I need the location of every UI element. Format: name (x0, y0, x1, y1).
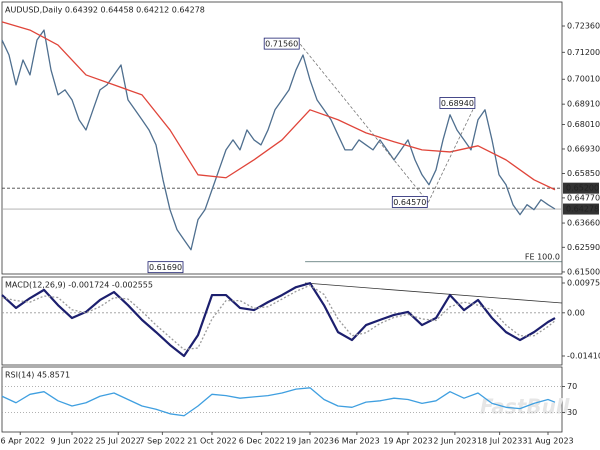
y-tick-label: 0.61500 (567, 267, 600, 276)
x-tick-label: 6 Dec 2022 (239, 437, 285, 446)
series-line (1, 29, 556, 251)
x-tick-label: 25 Jul 2022 (96, 437, 141, 446)
y-tick-label: -0.014107 (567, 351, 600, 360)
price-panel (1, 1, 563, 275)
y-tick-label: 0.62590 (567, 243, 600, 252)
x-tick-label: 7 Sep 2022 (139, 437, 185, 446)
wave-line (299, 43, 429, 203)
macd-panel (1, 276, 563, 366)
annotation-box (147, 261, 184, 274)
price-tag (563, 182, 599, 194)
series-line (1, 282, 556, 358)
rsi-panel (1, 366, 563, 433)
x-tick-label: 31 Aug 2023 (522, 437, 573, 446)
y-tick-label: 0.68010 (567, 120, 600, 129)
y-tick-label: 0.71200 (567, 48, 600, 57)
annotation-box (263, 37, 300, 50)
y-tick-label: 0.66930 (567, 144, 600, 153)
wave-line (427, 103, 477, 203)
x-tick-label: 19 Jan 2023 (286, 437, 334, 446)
y-tick-label: 0.70010 (567, 75, 600, 84)
x-tick-label: 18 Jul 2023 (477, 437, 522, 446)
panel-title: RSI(14) 45.8571 (5, 371, 70, 380)
x-tick-label: 9 Jun 2022 (50, 437, 93, 446)
annotation-label: 0.68940 (441, 99, 474, 108)
y-tick-label: 70 (567, 382, 577, 391)
series-line (1, 21, 556, 191)
panel-title: AUDUSD,Daily 0.64392 0.64458 0.64212 0.6… (5, 6, 205, 15)
y-tick-label: 0.68910 (567, 100, 600, 109)
y-tick-label: 0.72360 (567, 22, 600, 31)
x-tick-label: 2 Jun 2023 (433, 437, 476, 446)
x-tick-label: 6 Mar 2023 (334, 437, 380, 446)
fe-label: FE 100.0 (525, 252, 560, 261)
macd-trend-line (304, 282, 563, 304)
price-tag-label: 0.65200 (566, 184, 599, 193)
annotation-box (391, 196, 428, 208)
series-line (1, 284, 556, 351)
y-tick-label: 30 (567, 408, 577, 417)
y-tick-label: 0.00 (567, 308, 585, 317)
x-tick-label: 19 Apr 2023 (383, 437, 432, 446)
panel-title: MACD(12,26,9) -0.001724 -0.002555 (5, 281, 153, 290)
price-tag (563, 203, 599, 215)
x-tick-label: 26 Apr 2022 (0, 437, 45, 446)
price-tag-label: 0.64278 (566, 205, 599, 214)
y-tick-label: 0.009751 (567, 278, 600, 287)
annotation-label: 0.61690 (149, 263, 182, 272)
y-tick-label: 0.63660 (567, 219, 600, 228)
x-tick-label: 21 Oct 2022 (187, 437, 236, 446)
annotation-label: 0.64570 (393, 198, 426, 207)
y-tick-label: 0.64770 (567, 193, 600, 202)
annotation-box (439, 97, 476, 109)
annotation-label: 0.71560 (265, 40, 298, 49)
series-line (1, 387, 556, 417)
y-tick-label: 0.65850 (567, 169, 600, 178)
